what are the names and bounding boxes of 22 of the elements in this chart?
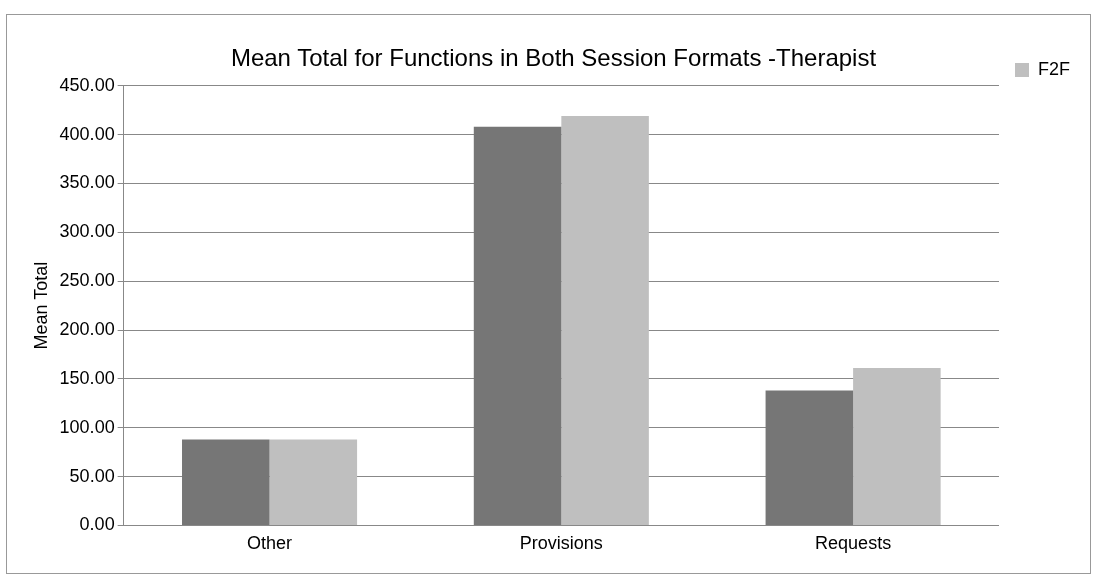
y-tick-label: 300.00: [59, 221, 115, 242]
y-axis-title: Mean Total: [30, 261, 51, 350]
x-tick-label: Requests: [815, 533, 892, 554]
bar: [182, 439, 270, 525]
y-tick-label: 250.00: [59, 270, 115, 291]
bar: [269, 439, 358, 525]
y-tick-label: 100.00: [59, 416, 115, 437]
bar: [765, 390, 854, 525]
bar: [473, 126, 562, 525]
y-tick-label: 200.00: [59, 318, 115, 339]
y-tick-label: 350.00: [59, 172, 115, 193]
y-tick-label: 400.00: [59, 123, 115, 144]
y-tick-label: 450.00: [59, 74, 115, 95]
y-tick-label: 150.00: [59, 367, 115, 388]
chart-title: Mean Total for Functions in Both Session Formats -Therapist: [230, 44, 877, 72]
x-tick-label: Provisions: [519, 533, 603, 554]
bar: [853, 368, 941, 525]
y-tick-label: 50.00: [69, 465, 115, 486]
x-tick-label: Other: [247, 533, 293, 554]
y-tick-label: 0.00: [79, 514, 115, 535]
bar: [561, 116, 649, 525]
legend-label: F2F: [1038, 58, 1071, 79]
